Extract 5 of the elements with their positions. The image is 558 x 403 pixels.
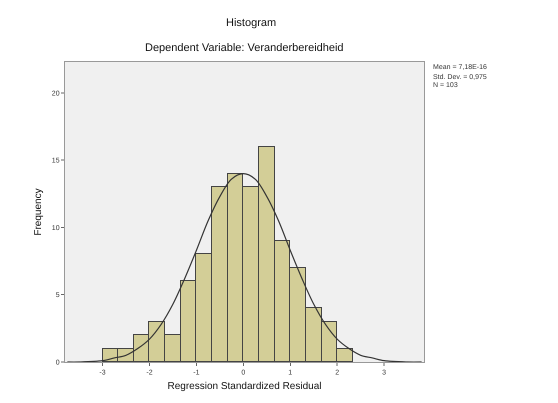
- chart-subtitle: Dependent Variable: Veranderbereidheid: [145, 42, 344, 54]
- y-axis-title: Frequency: [32, 188, 44, 236]
- chart-title: Histogram: [226, 16, 276, 29]
- line-series: [66, 173, 422, 362]
- x-axis-title: Regression Standardized Residual: [168, 380, 322, 392]
